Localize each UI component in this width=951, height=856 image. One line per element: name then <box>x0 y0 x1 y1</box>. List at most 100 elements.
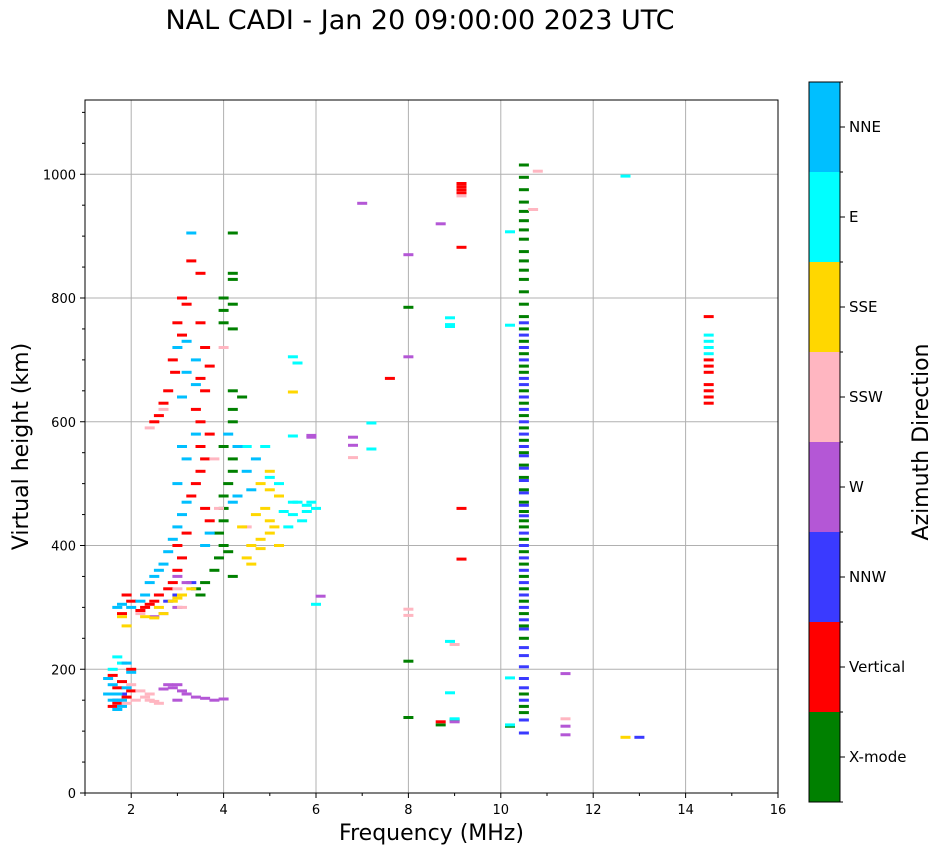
data-point-w <box>560 672 571 676</box>
data-point-nne <box>121 661 132 665</box>
colorbar-label: E <box>849 208 858 226</box>
data-point-x-mode <box>518 364 529 368</box>
data-point-nnw <box>518 479 529 482</box>
x-tick-label: 4 <box>219 803 227 818</box>
data-point-vertical <box>126 689 137 693</box>
data-point-nne <box>190 358 201 362</box>
data-point-e <box>301 510 312 513</box>
data-point-e <box>306 500 317 504</box>
data-point-sse <box>172 596 183 600</box>
data-point-x-mode <box>518 636 529 640</box>
data-point-e <box>620 174 631 178</box>
data-point-x-mode <box>227 302 238 306</box>
data-point-sse <box>264 488 275 492</box>
data-point-nne <box>112 708 123 711</box>
data-point-nne <box>117 704 127 708</box>
x-axis-label: Frequency (MHz) <box>339 821 524 846</box>
data-point-ssw <box>121 701 132 705</box>
data-point-e <box>445 325 455 328</box>
data-point-e <box>264 475 275 479</box>
data-point-ssw <box>560 717 571 721</box>
data-point-nnw <box>518 544 529 547</box>
data-point-x-mode <box>218 445 229 448</box>
data-point-vertical <box>195 420 206 424</box>
data-point-w <box>435 222 446 226</box>
data-point-sse <box>149 616 160 620</box>
data-point-sse <box>246 544 257 547</box>
data-point-nnw <box>518 568 529 572</box>
data-point-x-mode <box>518 525 529 529</box>
data-point-x-mode <box>518 562 529 566</box>
data-point-w <box>167 686 178 690</box>
colorbar-label: SSE <box>849 298 878 316</box>
data-point-nne <box>223 432 234 436</box>
data-point-nne <box>158 562 169 566</box>
data-point-e <box>311 506 321 510</box>
data-point-nnw <box>518 654 529 658</box>
data-point-nne <box>107 698 118 702</box>
data-point-x-mode <box>518 277 529 281</box>
data-point-nne <box>135 599 146 603</box>
data-point-x-mode <box>237 395 248 399</box>
data-point-e <box>703 352 714 356</box>
data-point-x-mode <box>227 277 238 281</box>
data-point-vertical <box>107 704 118 708</box>
data-point-vertical <box>200 346 211 349</box>
data-point-w <box>200 696 211 700</box>
data-point-x-mode <box>518 401 529 405</box>
data-point-x-mode <box>518 389 529 393</box>
data-point-nne <box>103 692 114 696</box>
data-point-e <box>287 500 298 504</box>
data-point-nnw <box>518 593 529 597</box>
data-point-vertical <box>172 544 183 547</box>
data-point-vertical <box>181 531 192 535</box>
data-point-nnw <box>518 718 529 722</box>
data-point-x-mode <box>403 659 414 663</box>
data-point-ssw <box>403 607 414 611</box>
data-point-e <box>445 639 455 643</box>
data-point-nne <box>144 581 155 585</box>
colorbar-title: Azimuth Direction <box>909 343 934 540</box>
data-point-x-mode <box>218 321 229 325</box>
colorbar-segment <box>809 532 840 622</box>
data-point-sse <box>260 506 271 510</box>
data-point-nne <box>112 692 123 696</box>
data-point-x-mode <box>518 200 529 204</box>
data-point-x-mode <box>518 550 529 554</box>
data-point-x-mode <box>518 612 529 616</box>
data-point-e <box>301 503 312 507</box>
data-point-x-mode <box>518 519 529 523</box>
data-point-nne <box>149 574 160 578</box>
chart-title: NAL CADI - Jan 20 09:00:00 2023 UTC <box>165 5 675 36</box>
data-point-sse <box>269 525 280 529</box>
data-point-vertical <box>153 593 164 597</box>
data-point-ssw <box>135 689 146 693</box>
data-point-vertical <box>121 593 132 597</box>
data-point-vertical <box>703 395 714 399</box>
data-point-x-mode <box>518 219 529 223</box>
data-point-e <box>112 655 123 659</box>
data-point-ssw <box>456 194 467 198</box>
data-point-x-mode <box>518 175 529 179</box>
data-point-vertical <box>195 271 206 275</box>
data-point-nnw <box>518 503 529 507</box>
data-point-ssw <box>158 407 169 411</box>
data-point-ssw <box>130 698 141 702</box>
data-point-ssw <box>403 613 414 617</box>
data-point-e <box>505 676 515 680</box>
data-point-nnw <box>518 383 529 387</box>
colorbar: X-mode Vertical NNW W SSW SSE E NNE <box>808 81 906 803</box>
data-point-nne <box>121 686 132 690</box>
data-point-nne <box>126 670 137 674</box>
data-point-vertical <box>149 599 160 603</box>
data-point-w <box>172 698 183 702</box>
data-point-x-mode <box>518 228 529 232</box>
data-point-nne <box>200 544 211 547</box>
data-point-nne <box>204 531 215 535</box>
data-point-nnw <box>518 677 529 680</box>
data-point-w <box>177 689 187 693</box>
data-point-nne <box>190 432 201 436</box>
data-point-nne <box>117 602 127 606</box>
data-point-ssw <box>144 426 155 430</box>
data-point-nnw <box>518 407 529 411</box>
